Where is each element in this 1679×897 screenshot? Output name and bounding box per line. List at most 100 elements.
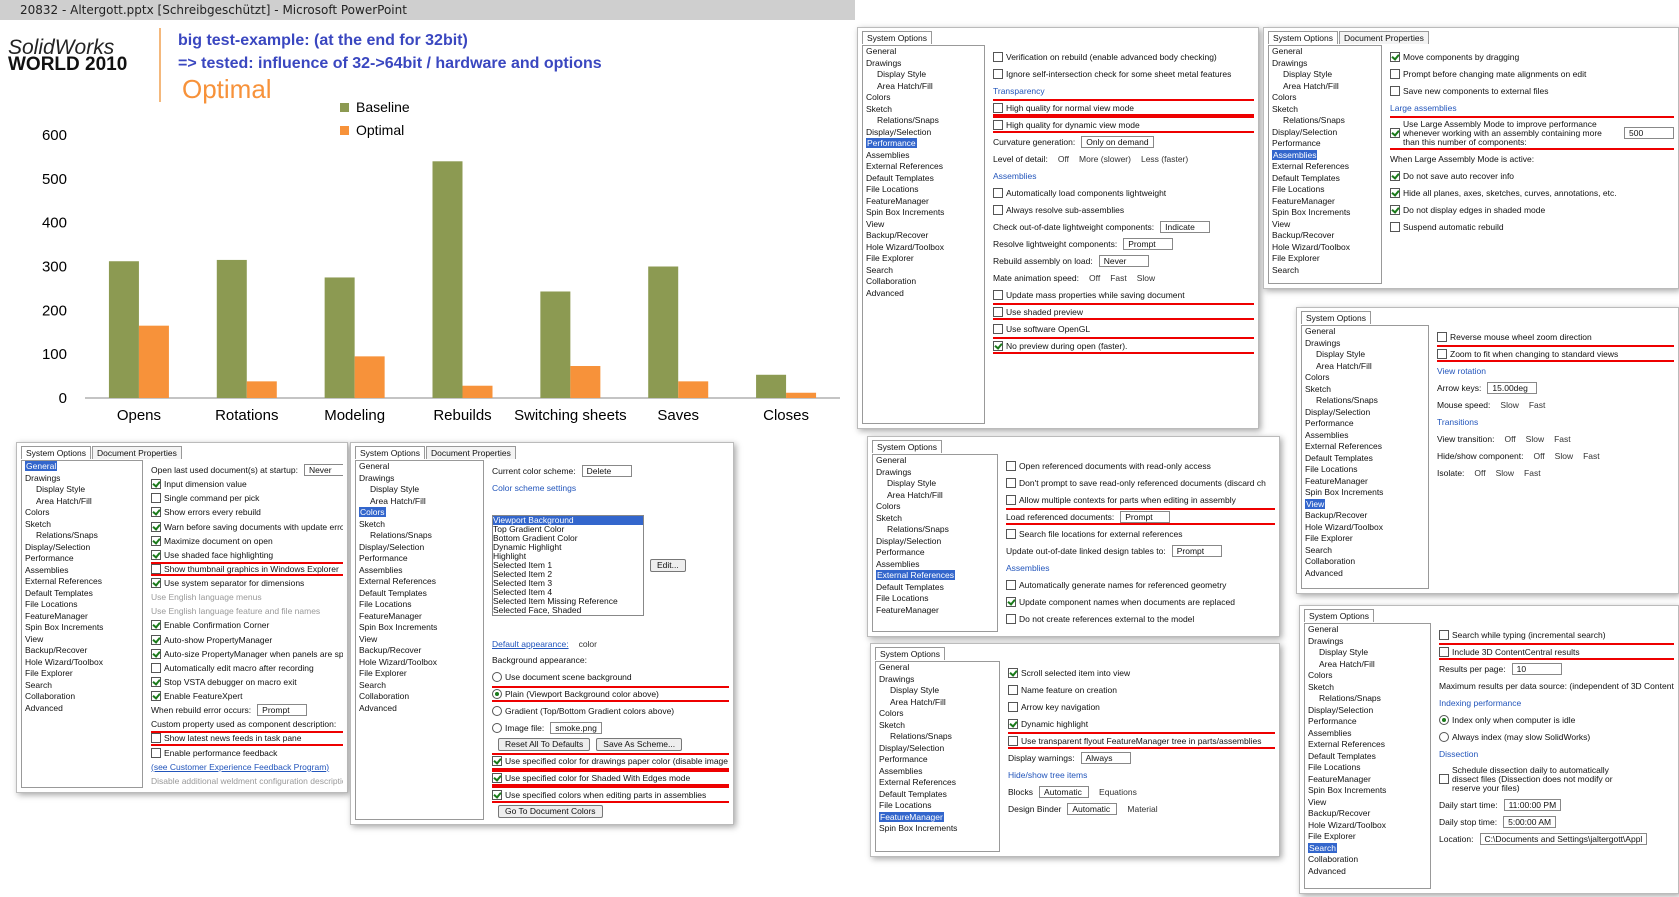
checkbox[interactable]: [1006, 613, 1016, 624]
checkbox[interactable]: [993, 204, 1003, 215]
field[interactable]: 500: [1624, 127, 1674, 139]
field[interactable]: Prompt: [1123, 237, 1174, 250]
radio[interactable]: [492, 705, 502, 716]
checkbox[interactable]: [151, 507, 161, 518]
checkbox[interactable]: [492, 789, 502, 800]
checkbox[interactable]: [993, 68, 1003, 79]
option-label: Use specified colors when editing parts …: [505, 789, 707, 800]
tree-item: Search: [863, 265, 984, 277]
checkbox[interactable]: [993, 306, 1003, 317]
checkbox[interactable]: [1006, 460, 1016, 471]
field[interactable]: Prompt: [1171, 544, 1222, 557]
field[interactable]: Prompt: [257, 704, 308, 717]
field[interactable]: Delete: [581, 465, 632, 478]
checkbox[interactable]: [1390, 221, 1400, 232]
tree-item: Sketch: [22, 519, 142, 531]
checkbox[interactable]: [151, 535, 161, 546]
checkbox[interactable]: [1439, 646, 1449, 657]
checkbox[interactable]: [1006, 477, 1016, 488]
button[interactable]: Reset All To Defaults: [498, 737, 591, 751]
field[interactable]: Always: [1080, 751, 1131, 764]
checkbox[interactable]: [993, 289, 1003, 300]
checkbox[interactable]: [1390, 204, 1400, 215]
tree-item-label: Display/Selection: [866, 126, 932, 137]
field[interactable]: smoke.png: [550, 721, 602, 734]
field[interactable]: 5:00:00 AM: [1503, 815, 1557, 828]
field[interactable]: Indicate: [1160, 220, 1211, 233]
checkbox[interactable]: [1390, 128, 1400, 138]
button[interactable]: Go To Document Colors: [498, 805, 603, 819]
field[interactable]: C:\Documents and Settings\jaltergott\App…: [1479, 832, 1648, 845]
checkbox[interactable]: [151, 676, 161, 687]
checkbox[interactable]: [1437, 331, 1447, 342]
field[interactable]: 15.00deg: [1487, 381, 1538, 394]
checkbox[interactable]: [993, 51, 1003, 62]
checkbox[interactable]: [151, 747, 161, 758]
checkbox[interactable]: [1390, 68, 1400, 79]
field[interactable]: 10: [1511, 662, 1562, 675]
checkbox[interactable]: [993, 102, 1003, 113]
checkbox[interactable]: [1390, 187, 1400, 198]
option-label: Isolate:: [1437, 467, 1465, 478]
tree-item-label: Hole Wizard/Toolbox: [866, 241, 944, 252]
field[interactable]: Only on demand: [1081, 135, 1154, 148]
option-label: Mouse speed:: [1437, 399, 1491, 410]
list-item: Viewport Background: [493, 516, 643, 526]
field[interactable]: Prompt: [1120, 510, 1171, 523]
field[interactable]: 11:00:00 PM: [1503, 798, 1562, 811]
checkbox[interactable]: [151, 563, 161, 574]
checkbox[interactable]: [1008, 718, 1018, 729]
checkbox[interactable]: [1390, 51, 1400, 62]
checkbox[interactable]: [1006, 596, 1016, 607]
tree-item-label: Sketch: [359, 518, 385, 529]
checkbox[interactable]: [1437, 348, 1447, 359]
option-row: When rebuild error occurs: Prompt: [151, 703, 343, 717]
checkbox[interactable]: [1008, 667, 1018, 678]
tree-item-label: Display/Selection: [25, 541, 91, 552]
checkbox[interactable]: [1006, 528, 1016, 539]
tree-item: Display Style: [1269, 69, 1381, 81]
checkbox[interactable]: [151, 549, 161, 560]
checkbox[interactable]: [993, 119, 1003, 130]
field[interactable]: Never: [1098, 254, 1149, 267]
radio[interactable]: [492, 672, 502, 683]
option-label: Open referenced documents with read-only…: [1019, 460, 1211, 471]
checkbox[interactable]: [1390, 85, 1400, 96]
checkbox[interactable]: [151, 733, 161, 744]
checkbox[interactable]: [1439, 629, 1449, 640]
slider-label: Off: [1474, 467, 1486, 478]
checkbox[interactable]: [993, 187, 1003, 198]
checkbox[interactable]: [1008, 735, 1018, 746]
checkbox[interactable]: [1006, 494, 1016, 505]
tree-item-label: Drawings: [876, 466, 912, 477]
checkbox[interactable]: [151, 620, 161, 631]
radio[interactable]: [492, 722, 502, 733]
field[interactable]: Automatic: [1067, 802, 1118, 815]
checkbox[interactable]: [151, 493, 161, 504]
checkbox[interactable]: [151, 634, 161, 645]
checkbox[interactable]: [993, 323, 1003, 334]
tree-item: FeatureManager: [1269, 196, 1381, 208]
checkbox[interactable]: [1008, 684, 1018, 695]
bar: [648, 266, 679, 398]
checkbox[interactable]: [1390, 170, 1400, 181]
checkbox[interactable]: [1439, 774, 1449, 784]
checkbox[interactable]: [1008, 701, 1018, 712]
checkbox[interactable]: [492, 756, 502, 767]
checkbox[interactable]: [151, 479, 161, 490]
tree-item-label: Performance: [876, 547, 925, 557]
checkbox[interactable]: [492, 772, 502, 783]
radio[interactable]: [492, 688, 502, 699]
field[interactable]: Automatic: [1039, 785, 1090, 798]
radio[interactable]: [1439, 731, 1449, 742]
checkbox[interactable]: [151, 662, 161, 673]
checkbox[interactable]: [151, 691, 161, 702]
field[interactable]: Save As Scheme...: [596, 737, 683, 751]
radio[interactable]: [1439, 714, 1449, 725]
checkbox[interactable]: [151, 578, 161, 589]
checkbox[interactable]: [151, 521, 161, 532]
field[interactable]: Never: [303, 464, 343, 477]
checkbox[interactable]: [151, 648, 161, 659]
checkbox[interactable]: [993, 340, 1003, 351]
checkbox[interactable]: [1006, 579, 1016, 590]
